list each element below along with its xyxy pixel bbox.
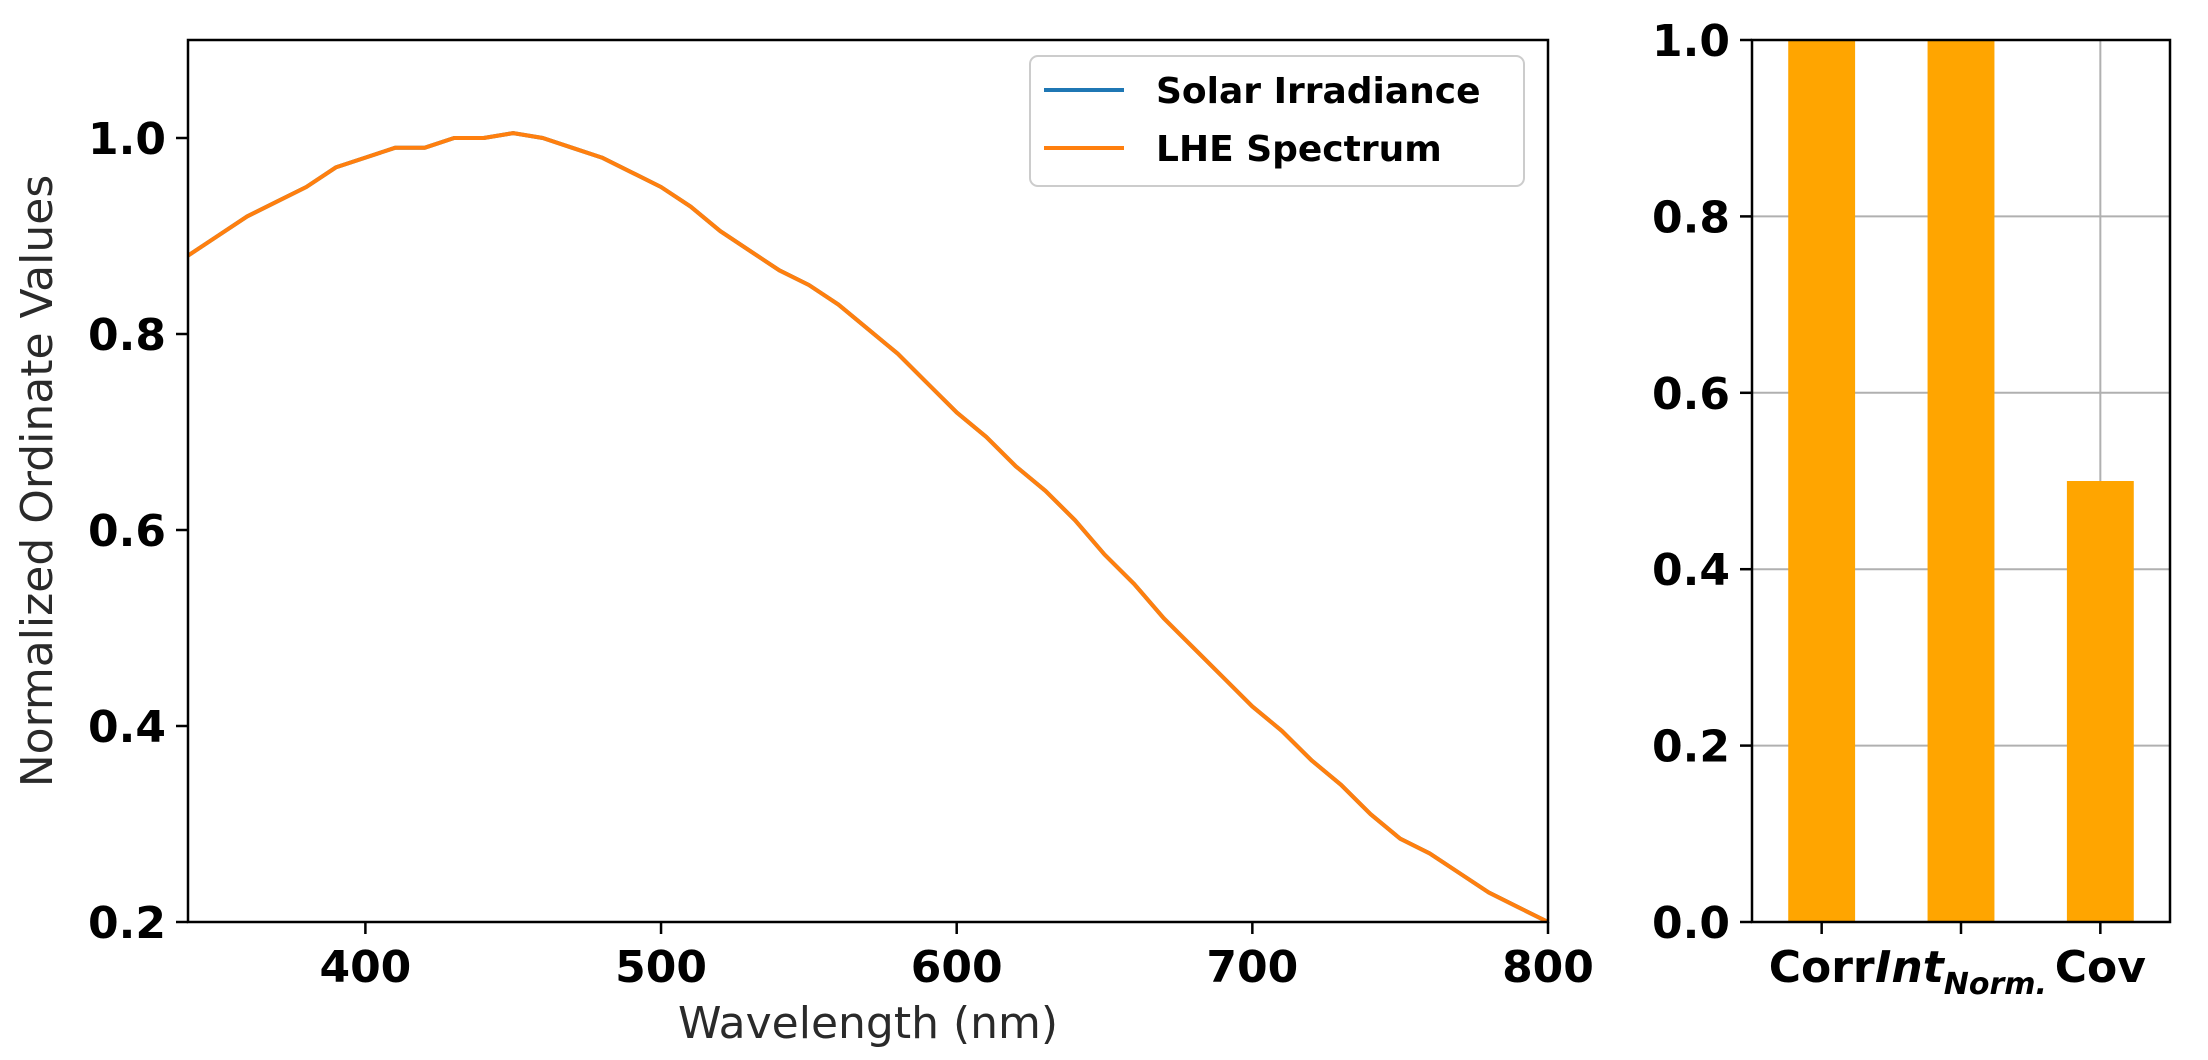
- legend-box: [1029, 55, 1525, 187]
- x-tick-label: 400: [319, 942, 411, 993]
- bar-x-tick-label: Cov: [2055, 942, 2147, 993]
- bar-corr: [1788, 40, 1856, 922]
- y-tick-label: 0.4: [88, 702, 166, 753]
- series-line-solar-irradiance: [188, 131, 1548, 922]
- legend: Solar Irradiance LHE Spectrum: [1029, 55, 1525, 187]
- bar-y-tick-label: 1.0: [1652, 16, 1730, 67]
- y-tick-label: 0.8: [88, 310, 166, 361]
- line-chart: 400 500 600 700 800 0.2 0.4 0.6 0.8 1.0 Wavelength…: [12, 38, 1594, 1049]
- series-lines: [188, 131, 1548, 922]
- y-axis-label: Normalized Ordinate Values: [12, 175, 63, 788]
- bar-x-tick-subscript: Norm.: [1944, 967, 2047, 1002]
- bar-y-tick-label: 0.6: [1652, 369, 1730, 420]
- x-tick-label: 500: [615, 942, 707, 993]
- legend-label: LHE Spectrum: [1156, 129, 1442, 170]
- bar-y-tick-label: 0.0: [1652, 898, 1730, 949]
- bar-x-tick-label: Corr: [1769, 942, 1875, 993]
- bar-cov: [2066, 481, 2134, 922]
- x-tick-label: 700: [1206, 942, 1298, 993]
- bar-y-tick-label: 0.2: [1652, 722, 1730, 773]
- bar-x-tick-main: Corr: [1769, 942, 1875, 993]
- bar-x-tick-label: IntNorm.: [1875, 942, 2047, 1002]
- series-line-lhe-spectrum: [188, 131, 1548, 922]
- x-tick-label: 600: [911, 942, 1003, 993]
- y-tick-label: 0.6: [88, 506, 166, 557]
- bar-x-tick-main: Int: [1875, 942, 1946, 993]
- legend-label: Solar Irradiance: [1156, 71, 1481, 112]
- x-axis-label: Wavelength (nm): [678, 998, 1058, 1049]
- bar-int: [1927, 40, 1995, 922]
- y-tick-label: 0.2: [88, 898, 166, 949]
- bar-chart: 0.0 0.2 0.4 0.6 0.8 1.0 Corr IntNorm. Cov: [1652, 16, 2172, 1002]
- bar-x-tick-main: Cov: [2055, 942, 2147, 993]
- line-axes-frame: [186, 38, 1550, 924]
- bar-y-tick-label: 0.8: [1652, 192, 1730, 243]
- bar-y-tick-label: 0.4: [1652, 545, 1730, 596]
- y-tick-label: 1.0: [88, 114, 166, 165]
- x-tick-label: 800: [1502, 942, 1594, 993]
